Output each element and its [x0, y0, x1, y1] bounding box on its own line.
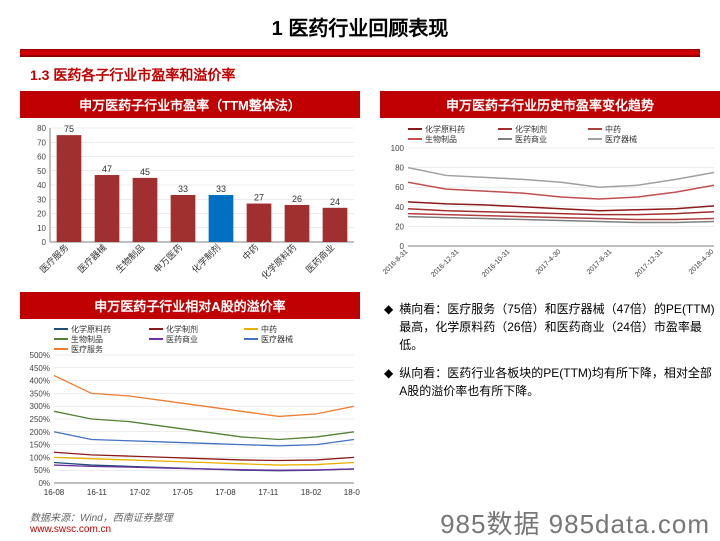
svg-text:80: 80 [37, 124, 46, 133]
svg-text:27: 27 [254, 193, 264, 203]
page-title: 1 医药行业回顾表现 [0, 0, 720, 49]
bullet-text: 纵向看：医药行业各板块的PE(TTM)均有所下降，相对全部A股的溢价率也有所下降… [399, 364, 716, 400]
svg-text:400%: 400% [30, 377, 50, 386]
svg-text:300%: 300% [30, 402, 50, 411]
svg-text:中药: 中药 [261, 324, 277, 334]
svg-text:17-05: 17-05 [172, 488, 193, 497]
svg-text:医疗器械: 医疗器械 [261, 334, 293, 344]
svg-text:医疗器械: 医疗器械 [605, 134, 637, 144]
svg-text:0: 0 [42, 238, 47, 247]
svg-text:16-11: 16-11 [87, 488, 107, 497]
bar-chart-panel: 申万医药子行业市盈率（TTM整体法） 0 10 20 30 40 50 60 70 80 75 医疗… [20, 91, 360, 282]
svg-text:33: 33 [216, 184, 226, 194]
svg-text:2016-12-31: 2016-12-31 [430, 248, 460, 278]
svg-text:10: 10 [37, 224, 46, 233]
svg-text:医药商业: 医药商业 [303, 242, 336, 275]
trend-chart-title: 申万医药子行业历史市盈率变化趋势 [380, 91, 720, 118]
svg-text:2016-8-31: 2016-8-31 [382, 248, 410, 276]
svg-text:450%: 450% [30, 364, 50, 373]
svg-text:16-08: 16-08 [44, 488, 65, 497]
svg-text:350%: 350% [30, 389, 50, 398]
footer: 数据来源：Wind，西南证券整理 www.swsc.com.cn [30, 509, 173, 535]
svg-text:2017-12-31: 2017-12-31 [634, 248, 664, 278]
svg-text:2017-4-30: 2017-4-30 [535, 248, 563, 276]
svg-text:2016-10-31: 2016-10-31 [481, 248, 511, 278]
svg-text:100: 100 [391, 144, 405, 153]
diamond-icon: ◆ [384, 364, 393, 400]
bullet-item: ◆ 横向看：医疗服务（75倍）和医疗器械（47倍）的PE(TTM)最高，化学原料… [384, 300, 716, 354]
svg-text:化学原料药: 化学原料药 [425, 124, 465, 134]
divider-bar [20, 49, 700, 57]
svg-text:申万医药: 申万医药 [151, 242, 184, 275]
bullet-item: ◆ 纵向看：医药行业各板块的PE(TTM)均有所下降，相对全部A股的溢价率也有所… [384, 364, 716, 400]
bar-chart: 0102030405060708075医疗服务47医疗器械45生物制品33申万医… [20, 122, 360, 282]
svg-text:18-05: 18-05 [344, 488, 360, 497]
svg-text:生物制品: 生物制品 [113, 242, 146, 275]
svg-text:化学制剂: 化学制剂 [515, 124, 547, 134]
svg-text:0%: 0% [38, 479, 50, 488]
svg-text:化学原料药: 化学原料药 [259, 242, 299, 282]
diamond-icon: ◆ [384, 300, 393, 354]
svg-text:20: 20 [395, 222, 404, 231]
page-subtitle: 1.3 医药各子行业市盈率和溢价率 [30, 65, 720, 85]
svg-text:20: 20 [37, 210, 46, 219]
svg-text:化学原料药: 化学原料药 [71, 324, 111, 334]
trend-chart: 化学原料药化学制剂中药生物制品医药商业医疗器械0204060801002016-… [380, 122, 720, 282]
trend-chart-panel: 申万医药子行业历史市盈率变化趋势 化学原料药 化学制剂 中药生物制品 医药商业 医疗器械… [380, 91, 720, 282]
chart-grid: 申万医药子行业市盈率（TTM整体法） 0 10 20 30 40 50 60 70 80 75 医疗… [20, 91, 700, 503]
svg-text:100%: 100% [30, 453, 50, 462]
svg-text:中药: 中药 [240, 242, 261, 263]
bullet-list: ◆ 横向看：医疗服务（75倍）和医疗器械（47倍）的PE(TTM)最高，化学原料… [380, 292, 720, 503]
bar-chart-title: 申万医药子行业市盈率（TTM整体法） [20, 91, 360, 118]
svg-text:医药商业: 医药商业 [166, 334, 198, 344]
svg-text:生物制品: 生物制品 [425, 134, 457, 144]
svg-text:化学制剂: 化学制剂 [189, 242, 222, 275]
svg-text:26: 26 [292, 194, 302, 204]
svg-text:70: 70 [37, 138, 46, 147]
bullet-text: 横向看：医疗服务（75倍）和医疗器械（47倍）的PE(TTM)最高，化学原料药（… [399, 300, 716, 354]
svg-text:医疗服务: 医疗服务 [71, 344, 103, 354]
svg-text:中药: 中药 [605, 124, 621, 134]
svg-text:2018-4-30: 2018-4-30 [688, 248, 716, 276]
svg-text:17-02: 17-02 [129, 488, 150, 497]
premium-chart: 化学原料药 化学制剂 中药生物制品 医药商业 医疗器械医疗服务 0% 50% 100% 150%… [20, 323, 360, 503]
svg-text:47: 47 [102, 164, 112, 174]
premium-chart-panel: 申万医药子行业相对A股的溢价率 化学原料药 化学制剂 中药生物制品 医药商业 医疗器械医… [20, 292, 360, 503]
svg-text:化学制剂: 化学制剂 [166, 324, 198, 334]
svg-text:60: 60 [37, 153, 46, 162]
svg-text:2017-8-31: 2017-8-31 [586, 248, 614, 276]
svg-text:17-11: 17-11 [258, 488, 278, 497]
premium-chart-title: 申万医药子行业相对A股的溢价率 [20, 292, 360, 319]
svg-text:50%: 50% [34, 466, 50, 475]
svg-text:75: 75 [64, 124, 74, 134]
svg-text:45: 45 [140, 167, 150, 177]
svg-text:40: 40 [395, 203, 404, 212]
data-source: 数据来源：Wind，西南证券整理 [30, 509, 173, 524]
svg-text:200%: 200% [30, 428, 50, 437]
site-url: www.swsc.com.cn [30, 524, 173, 535]
svg-text:医疗器械: 医疗器械 [75, 242, 108, 275]
svg-text:生物制品: 生物制品 [71, 334, 103, 344]
svg-text:250%: 250% [30, 415, 50, 424]
svg-text:17-08: 17-08 [215, 488, 236, 497]
svg-text:500%: 500% [30, 351, 50, 360]
watermark: 985数据 985data.com [440, 504, 710, 541]
svg-text:40: 40 [37, 181, 46, 190]
svg-text:80: 80 [395, 164, 404, 173]
svg-text:24: 24 [330, 197, 340, 207]
svg-text:30: 30 [37, 195, 46, 204]
svg-text:18-02: 18-02 [301, 488, 322, 497]
svg-text:60: 60 [395, 183, 404, 192]
svg-text:33: 33 [178, 184, 188, 194]
svg-text:50: 50 [37, 167, 46, 176]
svg-text:150%: 150% [30, 441, 50, 450]
svg-text:医药商业: 医药商业 [515, 134, 547, 144]
